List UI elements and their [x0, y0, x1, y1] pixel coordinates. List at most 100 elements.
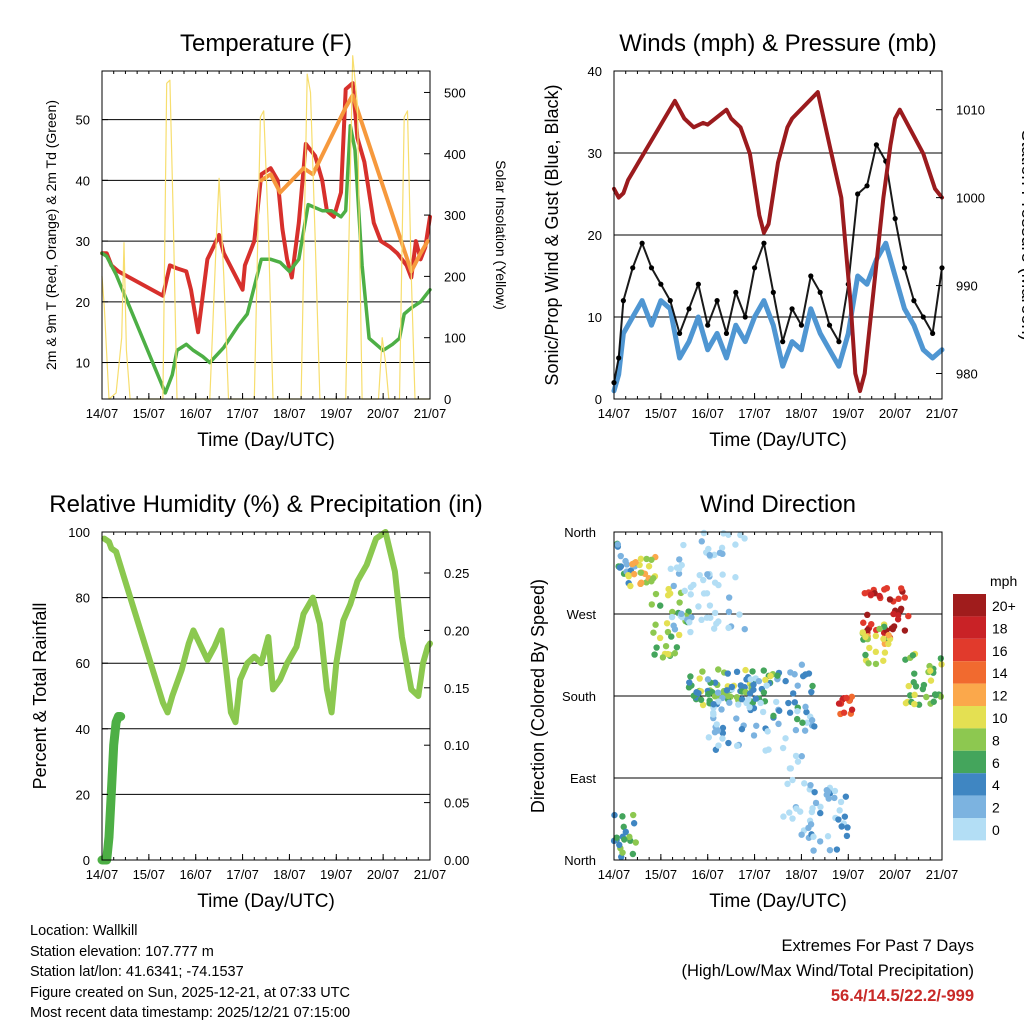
direction-point [675, 631, 683, 639]
direction-point [725, 608, 733, 616]
series-line-9m-t [259, 93, 430, 274]
direction-point [786, 809, 793, 816]
direction-point [668, 633, 675, 640]
direction-point [710, 711, 717, 718]
direction-point [801, 780, 808, 787]
direction-point [779, 744, 787, 752]
x-tick-label: 16/07 [179, 406, 212, 421]
gust-point [616, 355, 622, 361]
y2-tick-label: 1010 [956, 103, 985, 118]
legend-swatch [953, 750, 986, 774]
direction-point [719, 735, 726, 742]
direction-point [742, 666, 749, 674]
direction-point [664, 628, 672, 636]
direction-point [802, 703, 809, 711]
direction-point [902, 656, 909, 663]
direction-point [775, 720, 782, 728]
direction-point [868, 620, 875, 628]
direction-point [616, 564, 624, 571]
direction-point [680, 541, 687, 549]
direction-point [719, 571, 726, 578]
y-axis-label: Direction (Colored By Speed) [528, 579, 548, 813]
direction-point [698, 616, 705, 624]
legend-swatch [953, 818, 986, 841]
x-tick-label: 18/07 [273, 406, 306, 421]
direction-point [667, 565, 674, 573]
y2-axis-label: Station Pressure (Maroon) [1018, 129, 1024, 340]
legend-label: 14 [992, 665, 1008, 681]
legend-label: 2 [992, 800, 1000, 816]
direction-point [808, 688, 815, 696]
direction-point [784, 780, 791, 788]
direction-point [716, 549, 724, 557]
direction-point [651, 651, 658, 658]
legend-label: 10 [992, 710, 1008, 726]
direction-point [743, 699, 750, 707]
direction-point [614, 541, 622, 548]
direction-point [638, 579, 645, 586]
extremes-title: Extremes For Past 7 Days [781, 937, 974, 955]
y-tick-label: 0 [595, 392, 602, 407]
direction-point [752, 695, 759, 702]
direction-point [713, 721, 720, 728]
direction-point [687, 591, 694, 598]
direction-point [695, 603, 702, 610]
y-axis-label: Percent & Total Rainfall [30, 603, 50, 790]
y-tick-label: 20 [76, 787, 90, 802]
legend-label: 18 [992, 620, 1008, 636]
direction-point [817, 803, 824, 811]
direction-point [905, 682, 912, 690]
direction-point [714, 727, 722, 734]
y2-tick-label: 100 [444, 331, 466, 346]
direction-point [695, 689, 702, 697]
direction-point [810, 847, 817, 854]
direction-point [733, 694, 741, 701]
series-line-2m-td [100, 123, 432, 395]
y-axis-label: 2m & 9m T (Red, Orange) & 2m Td (Green) [43, 100, 59, 370]
legend-label: 12 [992, 688, 1008, 704]
y2-tick-label: 990 [956, 279, 978, 294]
direction-point [866, 644, 873, 652]
y2-tick-label: 400 [444, 147, 466, 162]
direction-point [837, 798, 845, 806]
direction-point [747, 676, 754, 683]
direction-point [673, 644, 681, 651]
plot-frame [101, 531, 431, 861]
direction-point [812, 799, 820, 807]
direction-point [625, 571, 632, 579]
y2-tick-label: 500 [444, 85, 466, 100]
x-tick-label: 17/07 [226, 867, 259, 882]
direction-point [789, 690, 797, 697]
direction-point [704, 571, 711, 578]
chart-title: Wind Direction [700, 491, 856, 518]
direction-point [676, 599, 683, 606]
gust-point [695, 281, 701, 287]
y2-tick-label: 0.15 [444, 681, 469, 696]
direction-point [664, 592, 672, 599]
gust-point [751, 265, 758, 271]
direction-point [864, 611, 871, 619]
direction-point [842, 793, 850, 800]
x-tick-label: 15/07 [133, 867, 166, 882]
gust-point [826, 322, 833, 328]
extremes-subtitle: (High/Low/Max Wind/Total Precipitation) [681, 962, 974, 980]
direction-point [799, 719, 806, 726]
direction-point [909, 652, 917, 659]
legend-label: 16 [992, 643, 1008, 659]
direction-point [715, 698, 722, 705]
chart-humidity: Relative Humidity (%) & Precipitation (i… [30, 491, 483, 912]
direction-point [733, 668, 741, 676]
direction-point [841, 813, 849, 820]
x-axis-label: Time (Day/UTC) [709, 891, 847, 912]
x-tick-label: 18/07 [785, 406, 818, 421]
speed-legend: mph 20+ 18 16 14 12 10 8 6 4 2 0 [953, 573, 1017, 841]
direction-point [657, 602, 664, 609]
gust-point [620, 298, 626, 304]
x-tick-label: 19/07 [320, 406, 353, 421]
direction-point [807, 821, 815, 828]
direction-point [700, 576, 707, 584]
direction-point [749, 668, 756, 675]
direction-point [670, 582, 677, 590]
gust-point [639, 240, 645, 246]
